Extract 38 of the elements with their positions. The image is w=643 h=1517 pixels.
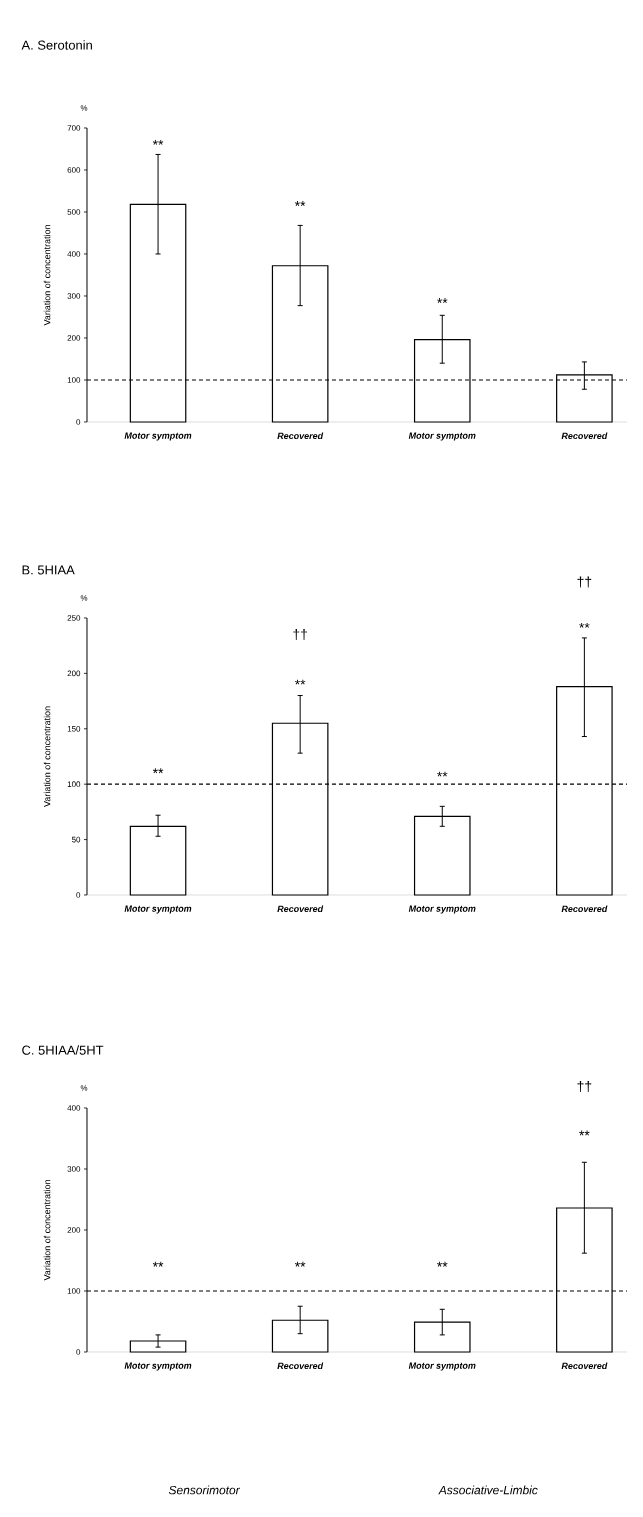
- text: ††: [577, 576, 592, 588]
- text: ††: [577, 1080, 592, 1093]
- text: Sensorimotor: [168, 1485, 241, 1495]
- bar: [129, 1340, 187, 1353]
- annotation: **: [579, 1130, 590, 1136]
- y-axis-title: Variation of concentration: [43, 225, 51, 326]
- bar: [413, 815, 471, 896]
- annotation: **: [294, 679, 306, 685]
- x-tick-label: Motor symptom: [124, 1362, 192, 1371]
- annotation: **: [152, 139, 164, 145]
- chart-title: B. 5HIAA: [22, 565, 75, 575]
- y-axis-title: Variation of concentration: [43, 706, 51, 807]
- text: Associative-Limbic: [438, 1485, 538, 1495]
- x-tick-label: Recovered: [277, 905, 324, 913]
- x-tick-label: Recovered: [561, 1362, 608, 1370]
- x-tick-label: Motor symptom: [408, 905, 476, 914]
- x-tick-label: Motor symptom: [124, 905, 192, 914]
- annotation: **: [294, 1261, 306, 1267]
- y-axis-title: Variation of concentration: [43, 1180, 51, 1281]
- chart-title: A. Serotonin: [21, 40, 92, 50]
- x-tick-label: Recovered: [561, 905, 608, 913]
- x-tick-label: Recovered: [277, 1362, 324, 1370]
- x-tick-label: Motor symptom: [408, 432, 476, 441]
- annotation: **: [437, 298, 448, 303]
- annotation: **: [437, 771, 448, 777]
- annotation: **: [437, 1261, 448, 1267]
- annotation: **: [152, 1261, 164, 1267]
- bar: [129, 825, 187, 896]
- annotation: **: [579, 622, 590, 628]
- annotation: **: [294, 201, 306, 206]
- x-tick-label: Motor symptom: [124, 432, 192, 441]
- annotation: **: [152, 768, 164, 774]
- x-tick-label: Recovered: [561, 432, 608, 440]
- annotation: ††: [293, 629, 307, 641]
- bar: [271, 1319, 329, 1353]
- x-tick-label: Recovered: [277, 432, 324, 440]
- chart-title: C. 5HIAA/5HT: [22, 1045, 104, 1055]
- x-tick-label: Motor symptom: [408, 1362, 476, 1371]
